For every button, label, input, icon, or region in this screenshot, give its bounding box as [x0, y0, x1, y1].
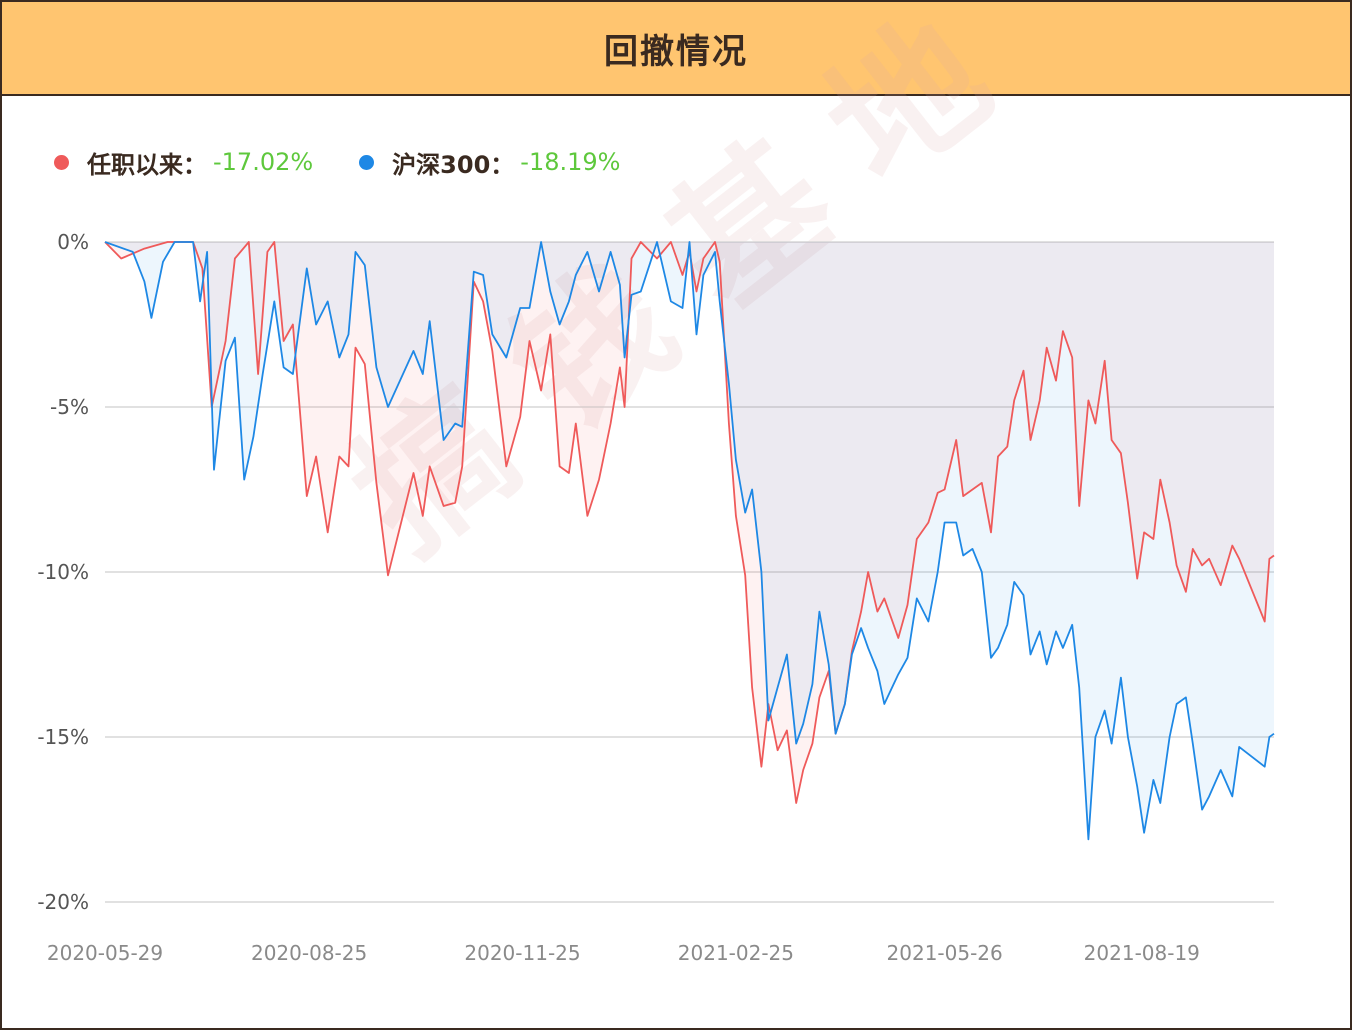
y-tick-label: -5% — [50, 395, 89, 419]
legend-dot-hs300 — [359, 154, 375, 170]
x-tick-label: 2020-05-29 — [47, 941, 163, 965]
x-tick-label: 2020-11-25 — [464, 941, 580, 965]
legend-name-hs300: 沪深300： — [392, 150, 515, 179]
x-tick-label: 2021-05-26 — [887, 941, 1003, 965]
x-tick-label: 2020-08-25 — [251, 941, 367, 965]
y-tick-label: -15% — [37, 725, 89, 749]
legend-value-fund: -17.02% — [213, 148, 314, 176]
chart-title: 回撤情况 — [604, 31, 748, 72]
y-tick-label: -20% — [37, 890, 89, 914]
series-area-1 — [105, 242, 1274, 840]
legend-value-hs300: -18.19% — [520, 148, 621, 176]
y-tick-label: 0% — [57, 230, 89, 254]
legend-item-fund[interactable]: 任职以来： -17.02% — [54, 145, 313, 180]
series-line-1 — [104, 241, 1275, 841]
series-area-0 — [105, 242, 1274, 803]
legend-dot-fund — [54, 154, 69, 170]
x-tick-label: 2021-08-19 — [1084, 941, 1200, 965]
chart-header: 回撤情况 — [2, 2, 1350, 96]
y-tick-label: -10% — [37, 560, 89, 584]
series-line-0 — [104, 241, 1275, 804]
legend-item-hs300[interactable]: 沪深300： -18.19% — [359, 145, 620, 180]
legend: 任职以来： -17.02% 沪深300： -18.19% — [54, 142, 666, 182]
legend-name-fund: 任职以来： — [87, 150, 207, 179]
x-tick-label: 2021-02-25 — [678, 941, 794, 965]
